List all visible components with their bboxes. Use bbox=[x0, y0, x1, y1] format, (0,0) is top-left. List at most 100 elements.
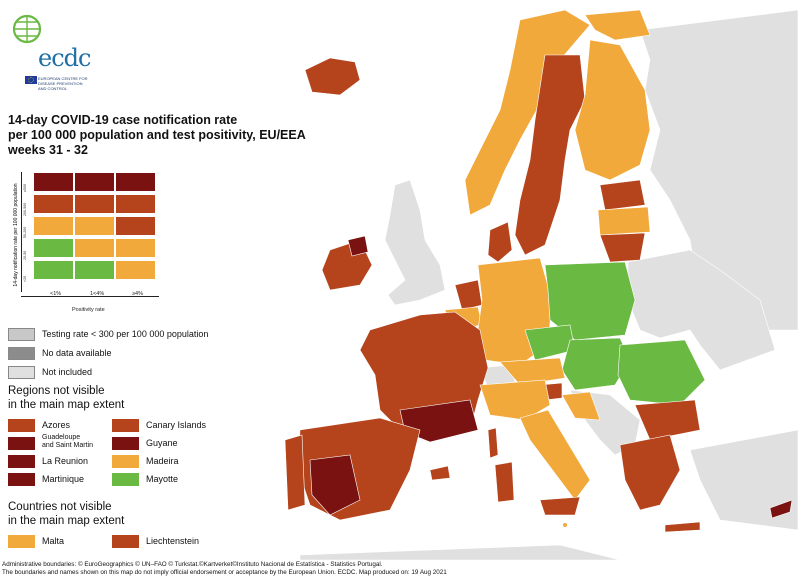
matrix-y-tick: <20 bbox=[23, 275, 27, 282]
matrix-cell bbox=[33, 194, 74, 214]
non-eu-land bbox=[299, 9, 798, 561]
guadeloupe-swatch bbox=[8, 437, 35, 450]
matrix-cell bbox=[74, 216, 115, 236]
matrix-x-tick: 1<4% bbox=[90, 291, 105, 297]
matrix-y-tick: 200-500 bbox=[23, 202, 27, 216]
finland-region bbox=[574, 39, 651, 181]
denmark-region bbox=[487, 221, 513, 263]
nodata-label: No data available bbox=[42, 348, 112, 358]
notincluded-label: Not included bbox=[42, 367, 93, 377]
footer: Administrative boundaries: © EuroGeograp… bbox=[2, 561, 447, 577]
matrix-x-label: Positivity rate bbox=[72, 307, 105, 313]
north-africa-land bbox=[299, 544, 621, 561]
belarus-ukraine-land bbox=[627, 249, 776, 371]
cyprus-region bbox=[769, 499, 793, 519]
lithuania-region bbox=[599, 232, 646, 263]
malta-dot bbox=[563, 523, 567, 527]
matrix-cell bbox=[115, 172, 156, 192]
title-line-3: weeks 31 - 32 bbox=[8, 143, 88, 157]
guyane-swatch bbox=[112, 437, 139, 450]
netherlands-region bbox=[454, 279, 483, 311]
guyane-label: Guyane bbox=[146, 438, 178, 448]
reunion-label: La Reunion bbox=[42, 456, 89, 466]
corsica-region bbox=[487, 427, 499, 459]
bulgaria-region bbox=[634, 399, 701, 441]
italy-south-region bbox=[519, 409, 591, 501]
matrix-cell bbox=[74, 260, 115, 280]
testing-swatch bbox=[8, 328, 35, 341]
mayotte-swatch bbox=[112, 473, 139, 486]
matrix-y-tick: ≥500 bbox=[23, 184, 27, 192]
russia-land bbox=[639, 9, 798, 331]
logo-name: ecdc bbox=[38, 44, 91, 72]
sardinia-region bbox=[494, 461, 515, 503]
estonia-region bbox=[599, 179, 646, 211]
canary-swatch bbox=[112, 419, 139, 432]
matrix-cell bbox=[115, 216, 156, 236]
iceland-region bbox=[304, 57, 361, 96]
matrix-y-label: 14-day notification rate per 100 000 pop… bbox=[13, 183, 19, 287]
italy-north-region bbox=[479, 379, 551, 421]
eu-flag-icon bbox=[25, 76, 37, 84]
matrix-y-tick: 20-50 bbox=[23, 250, 27, 260]
matrix-cell bbox=[33, 238, 74, 258]
azores-swatch bbox=[8, 419, 35, 432]
martinique-swatch bbox=[8, 473, 35, 486]
matrix-cell bbox=[74, 194, 115, 214]
matrix-cell bbox=[33, 216, 74, 236]
regions-heading: Regions not visible in the main map exte… bbox=[8, 385, 125, 411]
canary-label: Canary Islands bbox=[146, 420, 207, 430]
matrix-cell bbox=[115, 194, 156, 214]
matrix-x-tick: ≥4% bbox=[132, 291, 143, 297]
poland-region bbox=[544, 261, 636, 341]
northern-ireland bbox=[347, 235, 369, 257]
croatia-region bbox=[561, 391, 601, 421]
nodata-swatch bbox=[8, 347, 35, 360]
footer-line-2: The boundaries and names shown on this m… bbox=[2, 569, 447, 576]
reunion-swatch bbox=[8, 455, 35, 468]
footer-line-1: Administrative boundaries: © EuroGeograp… bbox=[2, 561, 383, 568]
madeira-swatch bbox=[112, 455, 139, 468]
matrix-cell bbox=[33, 172, 74, 192]
romania-region bbox=[617, 339, 706, 406]
latvia-region bbox=[597, 206, 651, 236]
greece-region bbox=[619, 434, 681, 511]
liechtenstein-swatch bbox=[112, 535, 139, 548]
crete-region bbox=[664, 521, 701, 533]
sicily-region bbox=[539, 496, 581, 516]
ecdc-logo: ecdc EUROPEAN CENTRE FOR DISEASE PREVENT… bbox=[8, 8, 98, 91]
martinique-label: Martinique bbox=[42, 474, 85, 484]
uk-land bbox=[384, 179, 446, 306]
portugal-region bbox=[284, 434, 306, 511]
balearic-region bbox=[429, 465, 451, 481]
matrix-cell bbox=[115, 238, 156, 258]
matrix-x-tick: <1% bbox=[50, 291, 62, 297]
matrix-y-axis bbox=[21, 172, 22, 292]
liechtenstein-label: Liechtenstein bbox=[146, 536, 200, 546]
matrix-y-tick: 50-200 bbox=[23, 226, 27, 238]
madeira-label: Madeira bbox=[146, 456, 179, 466]
turkey-land bbox=[689, 429, 798, 531]
notincluded-swatch bbox=[8, 366, 35, 379]
malta-swatch bbox=[8, 535, 35, 548]
norway-north bbox=[584, 9, 651, 41]
globe-icon bbox=[12, 14, 42, 44]
mayotte-label: Mayotte bbox=[146, 474, 179, 484]
title-line-2: per 100 000 population and test positivi… bbox=[8, 128, 306, 142]
matrix-x-axis bbox=[21, 296, 159, 297]
matrix-cell bbox=[33, 260, 74, 280]
countries-heading: Countries not visible in the main map ex… bbox=[8, 501, 125, 527]
malta-label: Malta bbox=[42, 536, 65, 546]
map-title: 14-day COVID-19 case notification rate p… bbox=[8, 113, 308, 158]
spain-dark bbox=[309, 454, 361, 516]
matrix-cell bbox=[74, 238, 115, 258]
guadeloupe-label: Guadeloupe and Saint Martin bbox=[42, 434, 93, 449]
austria-region bbox=[499, 357, 566, 386]
azores-label: Azores bbox=[42, 420, 71, 430]
matrix-cell bbox=[115, 260, 156, 280]
logo-subtitle: EUROPEAN CENTRE FOR DISEASE PREVENTION A… bbox=[38, 76, 88, 91]
switzerland-land bbox=[479, 364, 516, 389]
title-line-1: 14-day COVID-19 case notification rate bbox=[8, 113, 238, 127]
matrix-cell bbox=[74, 172, 115, 192]
